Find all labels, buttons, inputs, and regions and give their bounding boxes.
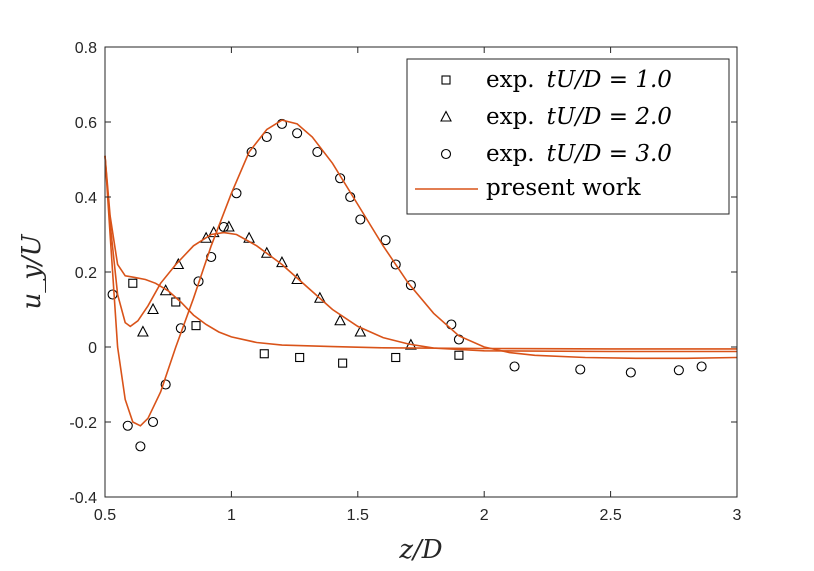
legend-label-prefix: present work — [486, 175, 642, 201]
y-tick-label-2: 0 — [88, 340, 97, 357]
legend-marker-triangle — [440, 110, 452, 122]
series-layer — [104, 118, 738, 452]
y-tick-label-4: 0.4 — [75, 190, 97, 207]
legend-label-0: exp. tU/D = 1.0 — [486, 67, 672, 93]
circle-point-2 — [135, 441, 146, 452]
triangle-point-10 — [291, 272, 304, 285]
model-curve-1 — [104, 155, 737, 353]
legend-label-math: tU/D = 1.0 — [547, 67, 672, 93]
circle-point-25 — [625, 367, 636, 378]
y-tick-label-0: -0.4 — [69, 490, 97, 507]
y-tick-label-1: -0.2 — [69, 415, 97, 432]
x-tick-label-4: 2.5 — [599, 507, 621, 524]
y-axis-title-group: u_y/U — [17, 233, 47, 309]
circle-point-26 — [673, 365, 684, 376]
square-point-7 — [454, 350, 464, 360]
y-tick-label-3: 0.2 — [75, 265, 97, 282]
legend-label-prefix: exp. — [486, 104, 535, 130]
circle-point-11 — [261, 131, 272, 143]
circle-point-8 — [218, 221, 229, 233]
legend-label-2: exp. tU/D = 3.0 — [486, 141, 672, 167]
circle-point-1 — [122, 420, 133, 431]
legend: exp. tU/D = 1.0 exp. tU/D = 2.0 exp. tU/D = 3… — [406, 58, 730, 215]
circle-point-19 — [390, 259, 401, 270]
square-point-6 — [391, 352, 401, 363]
x-tick-label-1: 1 — [227, 507, 236, 524]
legend-label-math: tU/D = 3.0 — [547, 141, 672, 167]
y-tick-label-6: 0.8 — [75, 40, 97, 57]
circle-point-4 — [160, 379, 171, 390]
circle-point-6 — [193, 276, 204, 287]
y-axis-title: u_y/U — [17, 233, 47, 309]
legend-label-prefix: exp. — [486, 67, 535, 93]
circle-point-18 — [380, 235, 391, 246]
triangle-point-8 — [260, 246, 273, 258]
circle-point-17 — [355, 214, 366, 225]
legend-label-math: tU/D = 2.0 — [547, 104, 672, 130]
triangle-point-13 — [354, 325, 367, 337]
y-tick-label-5: 0.6 — [75, 115, 97, 132]
circle-point-20 — [405, 280, 416, 291]
legend-label-1: exp. tU/D = 2.0 — [486, 104, 672, 130]
circle-point-13 — [292, 128, 303, 139]
circle-point-3 — [147, 416, 159, 428]
model-curve-2 — [104, 119, 738, 427]
legend-marker-square — [441, 75, 451, 85]
triangle-point-0 — [137, 325, 149, 337]
axes-layer: 0.5 1 1.5 2 2.5 3 -0.4 -0.2 0 0.2 0.4 0.6 0.8 — [69, 40, 741, 524]
triangle-point-6 — [222, 220, 235, 232]
square-point-5 — [338, 358, 348, 368]
circle-point-15 — [335, 173, 346, 184]
x-tick-label-2: 1.5 — [347, 507, 369, 524]
triangle-point-1 — [147, 302, 159, 315]
circle-point-14 — [312, 146, 323, 158]
circle-point-24 — [575, 364, 586, 375]
circle-point-23 — [509, 361, 520, 372]
triangle-point-12 — [334, 314, 347, 326]
triangle-point-4 — [200, 231, 213, 243]
square-point-0 — [128, 278, 138, 288]
circle-point-27 — [696, 361, 707, 372]
square-point-3 — [259, 349, 269, 359]
triangle-point-11 — [313, 291, 326, 303]
x-tick-label-0: 0.5 — [94, 507, 116, 524]
x-axis-title: z/D — [398, 535, 442, 565]
x-tick-label-5: 3 — [733, 507, 742, 524]
model-curve-0 — [104, 155, 737, 350]
legend-label-prefix: exp. — [486, 141, 535, 167]
square-point-4 — [295, 352, 305, 363]
square-point-2 — [191, 321, 201, 331]
legend-label-3: present work — [486, 175, 642, 201]
legend-marker-circle — [440, 148, 452, 160]
x-tick-label-3: 2 — [480, 507, 489, 524]
legend-box — [406, 58, 730, 215]
